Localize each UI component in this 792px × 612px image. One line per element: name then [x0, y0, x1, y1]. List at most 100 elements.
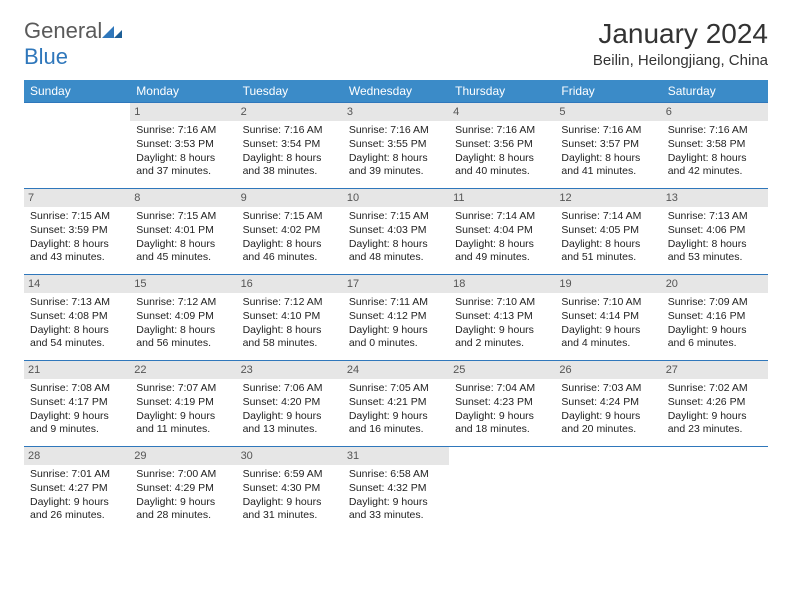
calendar-table: SundayMondayTuesdayWednesdayThursdayFrid… [24, 80, 768, 533]
sunrise-line: Sunrise: 7:15 AM [30, 210, 124, 224]
calendar-cell: 23Sunrise: 7:06 AMSunset: 4:20 PMDayligh… [237, 361, 343, 447]
day-number: 1 [130, 103, 236, 121]
calendar-header-row: SundayMondayTuesdayWednesdayThursdayFrid… [24, 80, 768, 103]
sunrise-line: Sunrise: 7:16 AM [668, 124, 762, 138]
weekday-header: Friday [555, 80, 661, 103]
daylight-line: Daylight: 8 hours and 39 minutes. [349, 152, 443, 179]
calendar-cell: 9Sunrise: 7:15 AMSunset: 4:02 PMDaylight… [237, 189, 343, 275]
calendar-cell: 30Sunrise: 6:59 AMSunset: 4:30 PMDayligh… [237, 447, 343, 533]
weekday-header: Sunday [24, 80, 130, 103]
sunset-line: Sunset: 4:03 PM [349, 224, 443, 238]
day-number: 18 [449, 275, 555, 293]
day-number: 30 [237, 447, 343, 465]
sunrise-line: Sunrise: 7:15 AM [349, 210, 443, 224]
sunset-line: Sunset: 3:55 PM [349, 138, 443, 152]
calendar-cell: 3 Sunrise: 7:16 AMSunset: 3:55 PMDaylight… [343, 103, 449, 189]
logo: GeneralBlue [24, 18, 122, 70]
sunset-line: Sunset: 3:57 PM [561, 138, 655, 152]
day-number: 24 [343, 361, 449, 379]
calendar-week-row: 1Sunrise: 7:16 AMSunset: 3:53 PMDaylight… [24, 103, 768, 189]
daylight-line: Daylight: 8 hours and 43 minutes. [30, 238, 124, 265]
day-number: 31 [343, 447, 449, 465]
daylight-line: Daylight: 8 hours and 54 minutes. [30, 324, 124, 351]
day-number: 27 [662, 361, 768, 379]
location-subtitle: Beilin, Heilongjiang, China [593, 52, 768, 69]
calendar-cell: 6Sunrise: 7:16 AMSunset: 3:58 PMDaylight… [662, 103, 768, 189]
daylight-line: Daylight: 9 hours and 4 minutes. [561, 324, 655, 351]
day-number: 20 [662, 275, 768, 293]
day-number: 19 [555, 275, 661, 293]
sunset-line: Sunset: 4:29 PM [136, 482, 230, 496]
calendar-cell: 28Sunrise: 7:01 AMSunset: 4:27 PMDayligh… [24, 447, 130, 533]
calendar-cell [555, 447, 661, 533]
daylight-line: Daylight: 9 hours and 16 minutes. [349, 410, 443, 437]
sunset-line: Sunset: 3:59 PM [30, 224, 124, 238]
sunset-line: Sunset: 3:58 PM [668, 138, 762, 152]
logo-text-a: General [24, 18, 102, 43]
calendar-cell: 17Sunrise: 7:11 AMSunset: 4:12 PMDayligh… [343, 275, 449, 361]
day-number: 21 [24, 361, 130, 379]
sunrise-line: Sunrise: 7:03 AM [561, 382, 655, 396]
calendar-cell: 21Sunrise: 7:08 AMSunset: 4:17 PMDayligh… [24, 361, 130, 447]
sunset-line: Sunset: 4:32 PM [349, 482, 443, 496]
sunset-line: Sunset: 4:01 PM [136, 224, 230, 238]
day-number: 14 [24, 275, 130, 293]
daylight-line: Daylight: 9 hours and 2 minutes. [455, 324, 549, 351]
sunrise-line: Sunrise: 7:16 AM [455, 124, 549, 138]
daylight-line: Daylight: 9 hours and 26 minutes. [30, 496, 124, 523]
day-number: 22 [130, 361, 236, 379]
daylight-line: Daylight: 9 hours and 13 minutes. [243, 410, 337, 437]
day-number: 23 [237, 361, 343, 379]
daylight-line: Daylight: 9 hours and 9 minutes. [30, 410, 124, 437]
calendar-cell: 22Sunrise: 7:07 AMSunset: 4:19 PMDayligh… [130, 361, 236, 447]
daylight-line: Daylight: 8 hours and 37 minutes. [136, 152, 230, 179]
day-number: 12 [555, 189, 661, 207]
calendar-week-row: 7Sunrise: 7:15 AMSunset: 3:59 PMDaylight… [24, 189, 768, 275]
sunrise-line: Sunrise: 7:14 AM [455, 210, 549, 224]
sunrise-line: Sunrise: 7:04 AM [455, 382, 549, 396]
sunset-line: Sunset: 4:06 PM [668, 224, 762, 238]
sunset-line: Sunset: 4:19 PM [136, 396, 230, 410]
sunrise-line: Sunrise: 7:05 AM [349, 382, 443, 396]
day-number: 9 [237, 189, 343, 207]
weekday-header: Tuesday [237, 80, 343, 103]
calendar-cell: 27Sunrise: 7:02 AMSunset: 4:26 PMDayligh… [662, 361, 768, 447]
sunrise-line: Sunrise: 7:13 AM [30, 296, 124, 310]
calendar-cell: 11Sunrise: 7:14 AMSunset: 4:04 PMDayligh… [449, 189, 555, 275]
daylight-line: Daylight: 9 hours and 31 minutes. [243, 496, 337, 523]
sunset-line: Sunset: 4:09 PM [136, 310, 230, 324]
sunrise-line: Sunrise: 7:16 AM [349, 124, 443, 138]
calendar-cell: 19Sunrise: 7:10 AMSunset: 4:14 PMDayligh… [555, 275, 661, 361]
sunrise-line: Sunrise: 6:59 AM [243, 468, 337, 482]
sunrise-line: Sunrise: 7:16 AM [561, 124, 655, 138]
sunset-line: Sunset: 4:14 PM [561, 310, 655, 324]
sunrise-line: Sunrise: 7:14 AM [561, 210, 655, 224]
sunset-line: Sunset: 4:27 PM [30, 482, 124, 496]
day-number: 3 [343, 103, 449, 121]
sunrise-line: Sunrise: 7:12 AM [136, 296, 230, 310]
day-number: 26 [555, 361, 661, 379]
daylight-line: Daylight: 9 hours and 0 minutes. [349, 324, 443, 351]
calendar-cell: 25Sunrise: 7:04 AMSunset: 4:23 PMDayligh… [449, 361, 555, 447]
sunset-line: Sunset: 4:02 PM [243, 224, 337, 238]
sunrise-line: Sunrise: 7:01 AM [30, 468, 124, 482]
weekday-header: Thursday [449, 80, 555, 103]
sunset-line: Sunset: 4:12 PM [349, 310, 443, 324]
calendar-cell: 2Sunrise: 7:16 AMSunset: 3:54 PMDaylight… [237, 103, 343, 189]
sunset-line: Sunset: 4:24 PM [561, 396, 655, 410]
logo-text-b: Blue [24, 44, 68, 69]
calendar-cell: 31Sunrise: 6:58 AMSunset: 4:32 PMDayligh… [343, 447, 449, 533]
weekday-header: Monday [130, 80, 236, 103]
daylight-line: Daylight: 9 hours and 20 minutes. [561, 410, 655, 437]
daylight-line: Daylight: 9 hours and 11 minutes. [136, 410, 230, 437]
daylight-line: Daylight: 9 hours and 33 minutes. [349, 496, 443, 523]
daylight-line: Daylight: 9 hours and 28 minutes. [136, 496, 230, 523]
daylight-line: Daylight: 8 hours and 46 minutes. [243, 238, 337, 265]
sunset-line: Sunset: 4:08 PM [30, 310, 124, 324]
day-number: 16 [237, 275, 343, 293]
sunset-line: Sunset: 4:23 PM [455, 396, 549, 410]
daylight-line: Daylight: 8 hours and 38 minutes. [243, 152, 337, 179]
logo-mark-icon [102, 18, 122, 44]
day-number: 8 [130, 189, 236, 207]
day-number: 4 [449, 103, 555, 121]
